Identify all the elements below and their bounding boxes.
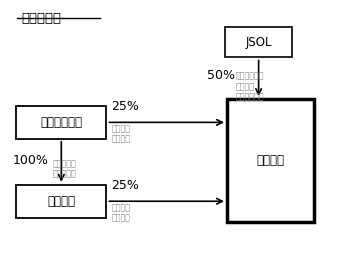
Text: 理研鼎業: 理研鼎業 — [47, 195, 75, 208]
Bar — [16, 185, 106, 218]
Text: 提携、知財
業務を委託: 提携、知財 業務を委託 — [53, 159, 77, 179]
Text: 100%: 100% — [13, 154, 49, 167]
Text: 技術指導
情報提供: 技術指導 情報提供 — [112, 124, 131, 144]
Text: 25%: 25% — [112, 179, 139, 192]
Text: 理研数理: 理研数理 — [256, 154, 284, 167]
Text: 知財管理
提携支援: 知財管理 提携支援 — [112, 203, 131, 223]
Bar — [225, 27, 292, 57]
Text: 理化学研究所: 理化学研究所 — [40, 116, 82, 129]
Text: 25%: 25% — [112, 100, 139, 113]
Text: ビッグデータ
営業連携
研究開発委託: ビッグデータ 営業連携 研究開発委託 — [235, 72, 264, 101]
Text: 50%: 50% — [207, 69, 235, 82]
Bar — [16, 106, 106, 139]
Bar — [227, 100, 314, 222]
Text: JSOL: JSOL — [245, 36, 272, 49]
Text: 資本構成図: 資本構成図 — [21, 12, 61, 25]
